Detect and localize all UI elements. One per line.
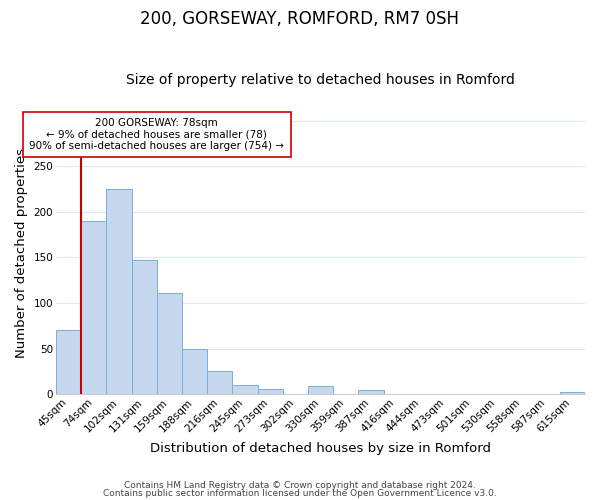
- Bar: [131, 260, 157, 394]
- Bar: [358, 390, 383, 394]
- X-axis label: Distribution of detached houses by size in Romford: Distribution of detached houses by size …: [150, 442, 491, 455]
- Text: 200, GORSEWAY, ROMFORD, RM7 0SH: 200, GORSEWAY, ROMFORD, RM7 0SH: [140, 10, 460, 28]
- Bar: [207, 372, 232, 394]
- Bar: [257, 390, 283, 394]
- Text: 200 GORSEWAY: 78sqm
← 9% of detached houses are smaller (78)
90% of semi-detache: 200 GORSEWAY: 78sqm ← 9% of detached hou…: [29, 118, 284, 151]
- Bar: [560, 392, 585, 394]
- Bar: [106, 189, 131, 394]
- Bar: [81, 221, 106, 394]
- Y-axis label: Number of detached properties: Number of detached properties: [15, 148, 28, 358]
- Bar: [157, 293, 182, 394]
- Text: Contains public sector information licensed under the Open Government Licence v3: Contains public sector information licen…: [103, 488, 497, 498]
- Bar: [182, 348, 207, 394]
- Bar: [56, 330, 81, 394]
- Text: Contains HM Land Registry data © Crown copyright and database right 2024.: Contains HM Land Registry data © Crown c…: [124, 481, 476, 490]
- Bar: [232, 385, 257, 394]
- Bar: [308, 386, 333, 394]
- Title: Size of property relative to detached houses in Romford: Size of property relative to detached ho…: [126, 73, 515, 87]
